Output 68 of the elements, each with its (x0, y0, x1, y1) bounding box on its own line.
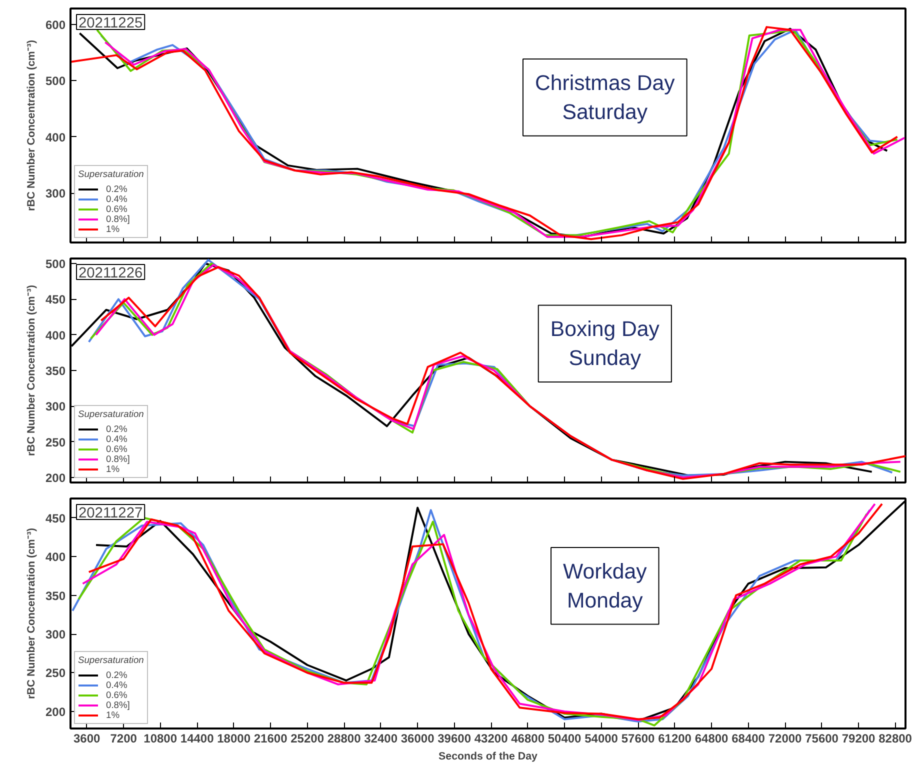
x-tick-label: 57600 (621, 732, 656, 746)
legend-label: 0.6% (106, 204, 128, 214)
y-tick-label: 250 (45, 666, 66, 680)
y-tick-label: 450 (45, 292, 66, 307)
annotation: 20211225 (78, 16, 143, 32)
legend-label: 0.8%] (106, 454, 130, 464)
y-tick-label: 200 (45, 471, 66, 486)
legend-label: 1% (106, 224, 120, 234)
legend-label: 0.4% (106, 434, 128, 444)
y-axis-title: rBC Number Concentration (cm⁻³) (25, 528, 38, 699)
legend-label: 1% (106, 464, 120, 474)
x-tick-label: 61200 (658, 732, 692, 746)
legend-label: 0.4% (106, 680, 128, 690)
annotation: 20211226 (78, 266, 143, 282)
annotation: Boxing Day Sunday (550, 317, 660, 370)
x-tick-label: 36000 (400, 732, 435, 746)
y-tick-label: 200 (45, 704, 66, 719)
x-tick-label: 7200 (110, 732, 138, 746)
legend-title: Supersaturation (78, 409, 144, 419)
annotation: Workday Monday (563, 560, 648, 612)
x-tick-label: 68400 (732, 732, 766, 746)
y-tick-label: 300 (45, 628, 66, 642)
y-tick-label: 350 (45, 364, 66, 378)
y-tick-label: 300 (45, 186, 66, 200)
legend-label: 0.6% (106, 690, 128, 700)
x-tick-label: 46800 (511, 732, 545, 746)
annotation: 20211227 (78, 506, 143, 522)
legend-label: 0.2% (106, 670, 128, 680)
y-tick-label: 300 (45, 400, 66, 414)
x-tick-label: 25200 (290, 732, 324, 746)
y-tick-label: 400 (45, 130, 66, 144)
annotation: Christmas Day Saturday (534, 71, 676, 124)
legend-label: 1% (106, 710, 120, 720)
legend-label: 0.8%] (106, 700, 130, 710)
x-tick-label: 21600 (254, 732, 288, 746)
legend-label: 0.2% (106, 424, 128, 434)
x-tick-label: 18000 (217, 732, 251, 746)
x-axis-title: Seconds of the Day (438, 750, 538, 762)
x-tick-label: 10800 (144, 732, 178, 746)
y-tick-label: 500 (45, 256, 66, 271)
x-tick-label: 64800 (694, 732, 729, 746)
x-tick-label: 79200 (842, 732, 876, 746)
y-tick-label: 400 (45, 328, 66, 342)
y-tick-label: 450 (45, 511, 66, 526)
legend-label: 0.4% (106, 194, 128, 204)
x-tick-label: 54000 (584, 732, 618, 746)
y-axis-title: rBC Number Concentration (cm⁻³) (25, 284, 38, 456)
x-tick-label: 32400 (364, 732, 398, 746)
x-tick-label: 3600 (73, 732, 101, 746)
y-tick-label: 350 (45, 588, 66, 603)
legend-title: Supersaturation (78, 655, 144, 665)
y-tick-label: 400 (45, 550, 66, 564)
y-tick-label: 600 (45, 18, 66, 32)
x-tick-label: 82800 (878, 732, 912, 746)
legend-label: 0.6% (106, 444, 128, 454)
y-axis-title: rBC Number Concentration (cm⁻³) (25, 40, 38, 211)
x-tick-label: 75600 (805, 732, 839, 746)
legend-label: 0.2% (106, 184, 128, 194)
x-tick-label: 50400 (548, 732, 582, 746)
legend-title: Supersaturation (78, 169, 144, 179)
x-tick-label: 28800 (327, 732, 362, 746)
x-tick-label: 43200 (474, 732, 508, 746)
y-tick-label: 250 (45, 435, 66, 450)
x-tick-label: 72000 (768, 732, 802, 746)
legend-label: 0.8%] (106, 214, 130, 224)
x-tick-label: 39600 (438, 732, 472, 746)
x-tick-label: 14400 (180, 732, 214, 746)
y-tick-label: 500 (45, 74, 66, 88)
